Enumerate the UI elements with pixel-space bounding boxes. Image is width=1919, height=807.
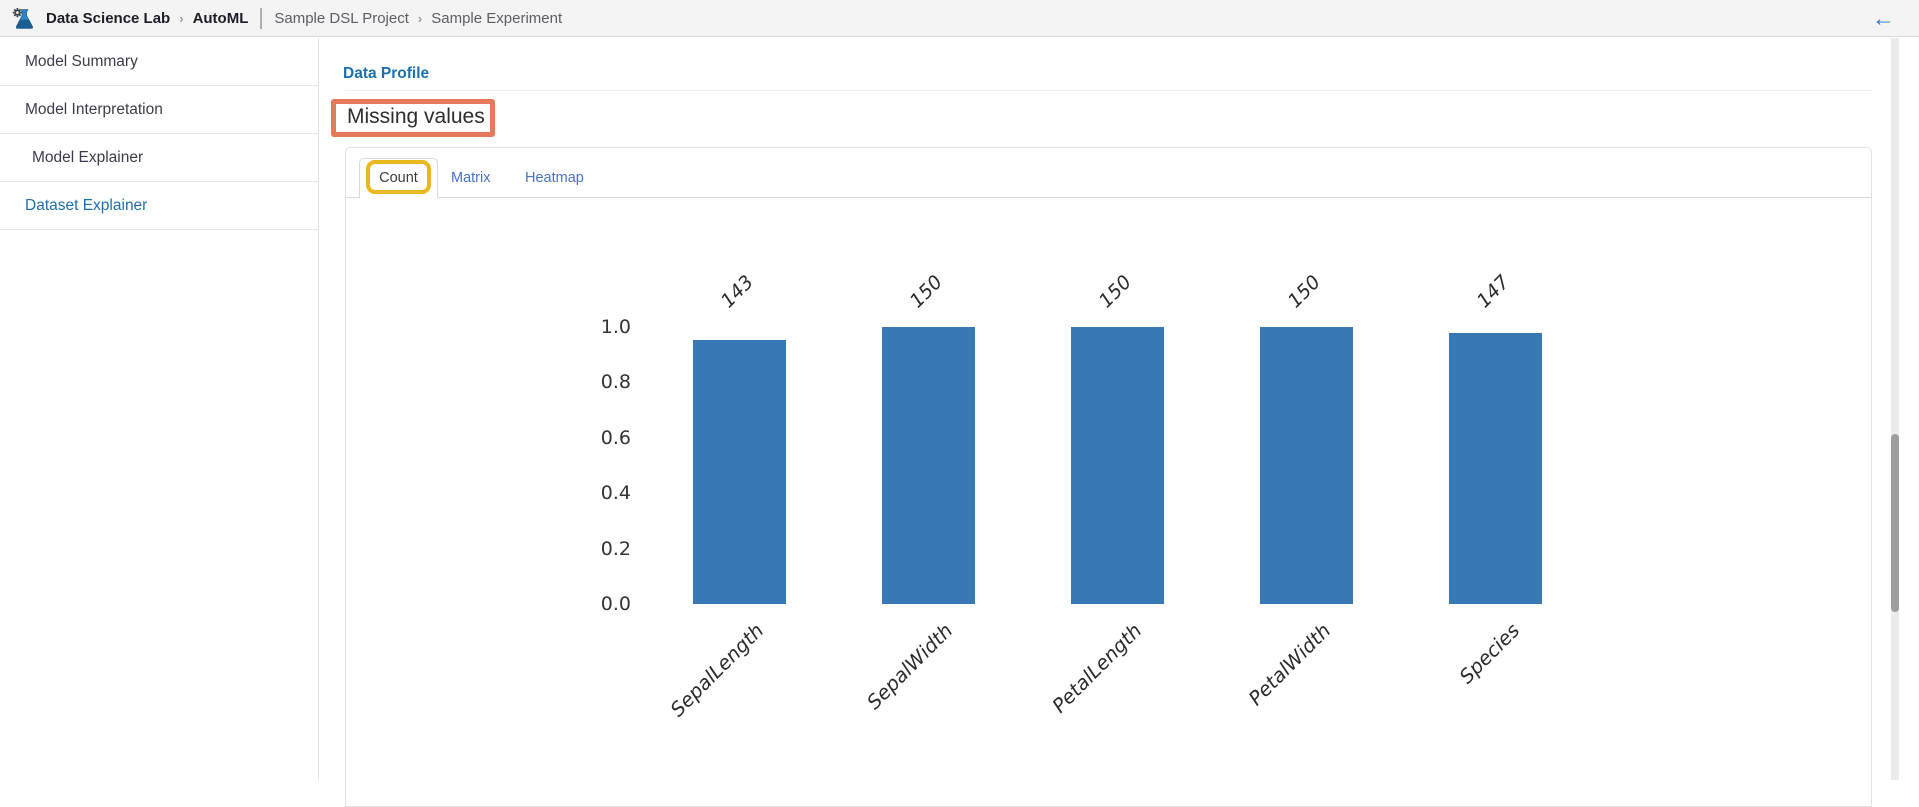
section-divider bbox=[345, 90, 1872, 91]
breadcrumb-experiment: Sample Experiment bbox=[431, 9, 563, 27]
top-bar: Data Science Lab › AutoML Sample DSL Pro… bbox=[0, 0, 1919, 37]
y-axis-tick-label: 0.4 bbox=[600, 482, 631, 505]
x-axis-category-label: SepalLength bbox=[665, 619, 768, 722]
y-axis-tick-label: 0.2 bbox=[600, 537, 631, 560]
x-axis-category-label: Species bbox=[1454, 619, 1524, 689]
sidebar-item-dataset-explainer[interactable]: Dataset Explainer bbox=[0, 182, 318, 230]
bar-petalwidth bbox=[1260, 327, 1353, 604]
bar-petallength bbox=[1071, 327, 1164, 604]
missing-values-title: Missing values bbox=[347, 105, 485, 128]
sidebar-item-model-explainer[interactable]: Model Explainer bbox=[0, 134, 318, 182]
x-axis-category-label: PetalWidth bbox=[1243, 619, 1335, 711]
sidebar-item-model-summary[interactable]: Model Summary bbox=[0, 38, 318, 86]
app-logo-icon bbox=[12, 7, 34, 29]
data-profile-link[interactable]: Data Profile bbox=[343, 65, 430, 82]
bar-count-label: 150 bbox=[1094, 271, 1136, 313]
chevron-right-icon: › bbox=[417, 10, 423, 26]
bar-sepallength bbox=[693, 340, 786, 604]
sidebar: Model Summary Model Interpretation Model E… bbox=[0, 38, 319, 780]
chevron-right-icon: › bbox=[179, 10, 184, 26]
bar-count-label: 150 bbox=[905, 271, 947, 313]
bar-sepalwidth bbox=[882, 327, 975, 604]
bar-species bbox=[1449, 333, 1542, 604]
y-axis-tick-label: 0.8 bbox=[600, 371, 631, 394]
breadcrumb-brand[interactable]: Data Science Lab bbox=[46, 9, 171, 27]
scrollbar-track[interactable] bbox=[1891, 38, 1899, 780]
tab-heatmap[interactable]: Heatmap bbox=[525, 170, 584, 186]
bar-count-label: 150 bbox=[1283, 271, 1325, 313]
scrollbar-thumb[interactable] bbox=[1891, 434, 1899, 612]
sidebar-item-model-interpretation[interactable]: Model Interpretation bbox=[0, 86, 318, 134]
missing-values-card: Count Matrix Heatmap 0.0 0.2 0.4 0.6 0.8 1.0 143… bbox=[345, 147, 1872, 807]
missing-values-bar-chart: 0.0 0.2 0.4 0.6 0.8 1.0 143 SepalLength 150 Sepal… bbox=[561, 251, 1621, 751]
breadcrumb-project[interactable]: Sample DSL Project bbox=[274, 9, 409, 27]
breadcrumb-divider bbox=[260, 7, 263, 29]
x-axis-category-label: PetalLength bbox=[1047, 619, 1146, 718]
x-axis-category-label: SepalWidth bbox=[861, 619, 957, 714]
bar-count-label: 147 bbox=[1472, 271, 1514, 313]
y-axis-tick-label: 1.0 bbox=[600, 316, 631, 338]
tab-matrix[interactable]: Matrix bbox=[451, 170, 491, 186]
bar-count-label: 143 bbox=[716, 271, 758, 313]
tab-strip: Count Matrix Heatmap bbox=[346, 158, 1871, 198]
y-axis-tick-label: 0.0 bbox=[600, 593, 631, 615]
tab-count[interactable]: Count bbox=[359, 158, 438, 198]
y-axis-tick-label: 0.6 bbox=[600, 426, 631, 449]
breadcrumb-app[interactable]: AutoML bbox=[192, 9, 249, 27]
back-arrow-button[interactable]: ← bbox=[1872, 5, 1895, 31]
